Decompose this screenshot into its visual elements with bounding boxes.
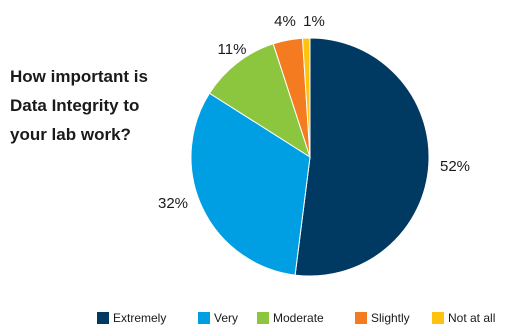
data-labels: 52% 32% 11% 4% 1% — [158, 13, 470, 212]
legend-label-extremely: Extremely — [113, 311, 166, 325]
legend-item-slightly: Slightly — [355, 311, 410, 325]
pie-slice-extremely — [294, 37, 430, 277]
legend-item-extremely: Extremely — [97, 311, 166, 325]
data-label-very: 32% — [158, 195, 188, 212]
legend-label-moderate: Moderate — [273, 311, 324, 325]
data-label-moderate: 11% — [218, 41, 247, 58]
legend-swatch-not-at-all — [432, 312, 444, 324]
legend-swatch-extremely — [97, 312, 109, 324]
chart-title-line-3: your lab work? — [10, 125, 131, 144]
pie-slice-moderate — [208, 43, 311, 159]
pie-slices — [190, 37, 430, 277]
legend-swatch-slightly — [355, 312, 367, 324]
legend-label-very: Very — [214, 311, 238, 325]
data-label-slightly: 4% — [274, 13, 296, 30]
legend-item-moderate: Moderate — [257, 311, 324, 325]
data-label-not-at-all: 1% — [303, 13, 325, 30]
legend-item-very: Very — [198, 311, 238, 325]
legend-label-not-at-all: Not at all — [448, 311, 495, 325]
data-label-extremely: 52% — [440, 158, 470, 175]
chart-title-line-2: Data Integrity to — [10, 96, 140, 115]
legend-swatch-moderate — [257, 312, 269, 324]
legend-label-slightly: Slightly — [371, 311, 410, 325]
legend: Extremely Very Moderate Slightly Not at all — [97, 311, 495, 325]
legend-swatch-very — [198, 312, 210, 324]
legend-item-not-at-all: Not at all — [432, 311, 495, 325]
chart-title-line-1: How important is — [10, 67, 148, 86]
pie-slice-not-at-all — [301, 37, 311, 158]
chart-title: How important is Data Integrity to your … — [10, 62, 200, 149]
